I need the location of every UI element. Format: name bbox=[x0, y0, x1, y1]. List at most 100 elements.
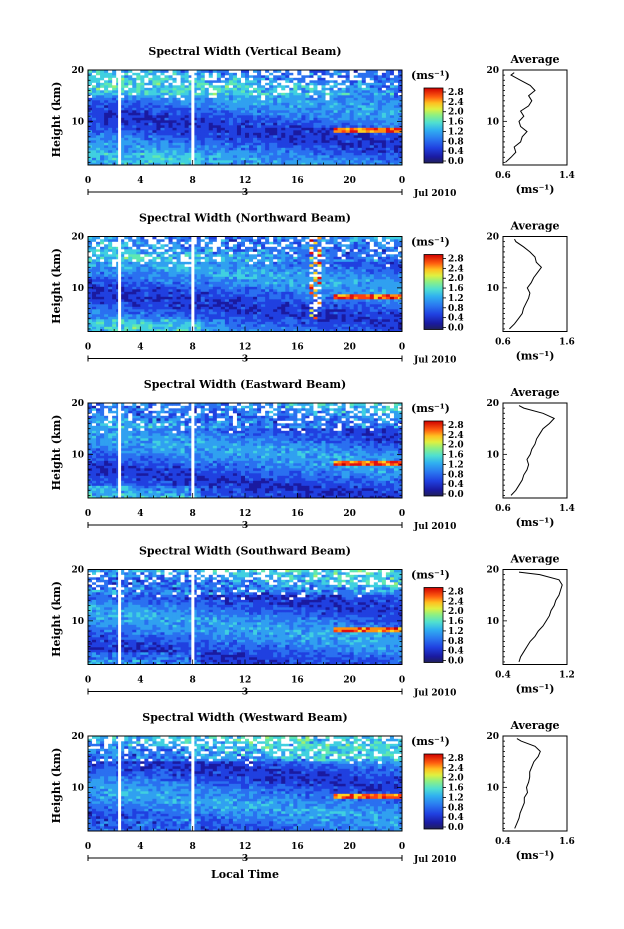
heatmap-cell bbox=[208, 142, 214, 146]
heatmap-cell bbox=[104, 105, 109, 108]
heatmap-cell bbox=[144, 135, 149, 138]
heatmap-cell bbox=[389, 291, 395, 295]
heatmap-cell bbox=[385, 276, 391, 280]
heatmap-cell bbox=[132, 157, 137, 161]
heatmap-cell bbox=[172, 122, 177, 126]
heatmap-cell bbox=[196, 92, 202, 96]
heatmap-cell bbox=[329, 107, 334, 111]
heatmap-cell bbox=[92, 281, 97, 285]
heatmap-cell bbox=[309, 130, 314, 133]
heatmap-cell bbox=[112, 105, 117, 108]
heatmap-cell bbox=[224, 276, 230, 280]
heatmap-cell bbox=[345, 289, 350, 292]
heatmap-cell bbox=[160, 120, 165, 123]
heatmap-cell bbox=[144, 90, 149, 93]
heatmap-cell bbox=[132, 291, 137, 295]
heatmap-cell bbox=[224, 90, 230, 93]
heatmap-cell bbox=[389, 306, 395, 310]
heatmap-cell bbox=[228, 299, 234, 302]
heatmap-cell bbox=[257, 162, 262, 166]
heatmap-cell bbox=[353, 87, 359, 91]
heatmap-cell bbox=[132, 289, 137, 292]
heatmap-cell bbox=[176, 122, 181, 126]
heatmap-cell bbox=[228, 97, 234, 101]
heatmap-cell bbox=[281, 137, 286, 141]
heatmap-cell bbox=[172, 140, 177, 143]
heatmap-cell bbox=[365, 274, 371, 277]
heatmap-cell bbox=[132, 127, 137, 131]
heatmap-cell bbox=[212, 140, 218, 143]
heatmap-cell bbox=[309, 306, 314, 310]
heatmap-cell bbox=[196, 326, 202, 330]
heatmap-cell bbox=[144, 95, 149, 98]
heatmap-cell bbox=[397, 107, 403, 111]
heatmap-cell bbox=[184, 316, 189, 320]
heatmap-cell bbox=[220, 304, 226, 307]
heatmap-cell bbox=[257, 132, 262, 136]
heatmap-cell bbox=[317, 142, 322, 146]
heatmap-cell bbox=[200, 105, 206, 108]
heatmap-cell bbox=[261, 150, 266, 153]
heatmap-cell bbox=[216, 132, 222, 136]
heatmap-cell bbox=[289, 90, 294, 93]
heatmap-cell bbox=[305, 316, 310, 320]
heatmap-cell bbox=[172, 294, 177, 297]
heatmap-cell bbox=[369, 105, 375, 108]
heatmap-cell bbox=[353, 92, 359, 96]
heatmap-cell bbox=[220, 279, 226, 282]
heatmap-cell bbox=[325, 70, 330, 73]
heatmap-cell bbox=[305, 87, 310, 91]
heatmap-cell bbox=[337, 286, 342, 290]
heatmap-cell bbox=[277, 142, 282, 146]
heatmap-cell bbox=[365, 321, 371, 325]
heatmap-cell bbox=[172, 112, 177, 116]
heatmap-cell bbox=[156, 102, 161, 106]
heatmap-cell bbox=[257, 284, 262, 287]
heatmap-cell bbox=[385, 314, 391, 317]
heatmap-cell bbox=[200, 117, 206, 121]
heatmap-cell bbox=[208, 162, 214, 166]
heatmap-cell bbox=[345, 80, 350, 83]
heatmap-cell bbox=[176, 137, 181, 141]
heatmap-cell bbox=[128, 87, 133, 91]
heatmap-cell bbox=[180, 72, 185, 76]
heatmap-cell bbox=[120, 160, 125, 163]
heatmap-cell bbox=[345, 294, 350, 297]
heatmap-cell bbox=[200, 296, 206, 300]
heatmap-cell bbox=[120, 125, 125, 128]
heatmap-cell bbox=[313, 107, 318, 111]
heatmap-cell bbox=[321, 90, 326, 93]
heatmap-cell bbox=[245, 85, 250, 88]
heatmap-cell bbox=[293, 160, 298, 163]
heatmap-cell bbox=[108, 329, 113, 332]
heatmap-cell bbox=[285, 112, 290, 116]
heatmap-cell bbox=[269, 92, 274, 96]
heatmap-cell bbox=[373, 157, 379, 161]
heatmap-cell bbox=[212, 130, 218, 133]
heatmap-cell bbox=[148, 276, 153, 280]
heatmap-cell bbox=[164, 306, 169, 310]
heatmap-cell bbox=[325, 85, 330, 88]
heatmap-cell bbox=[281, 130, 286, 133]
heatmap-cell bbox=[92, 289, 97, 292]
heatmap-cell bbox=[100, 289, 105, 292]
heatmap-cell bbox=[349, 130, 354, 133]
heatmap-cell bbox=[245, 281, 250, 285]
heatmap-cell bbox=[196, 329, 202, 332]
heatmap-cell bbox=[381, 296, 387, 300]
heatmap-cell bbox=[108, 105, 113, 108]
heatmap-cell bbox=[112, 85, 117, 88]
heatmap-cell bbox=[273, 120, 278, 123]
heatmap-cell bbox=[220, 286, 226, 290]
heatmap-cell bbox=[285, 152, 290, 156]
heatmap-cell bbox=[208, 112, 214, 116]
heatmap-cell bbox=[293, 110, 298, 113]
heatmap-cell bbox=[172, 120, 177, 123]
heatmap-cell bbox=[96, 284, 101, 287]
heatmap-cell bbox=[136, 122, 141, 126]
heatmap-cell bbox=[329, 80, 334, 83]
heatmap-cell bbox=[232, 70, 238, 73]
heatmap-cell bbox=[353, 276, 359, 280]
heatmap-cell bbox=[184, 276, 189, 280]
heatmap-cell bbox=[144, 92, 149, 96]
